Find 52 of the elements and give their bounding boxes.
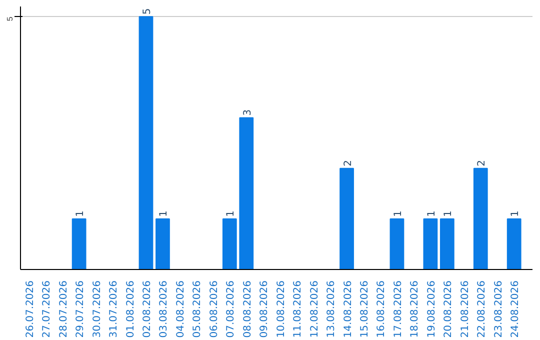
x-tick-label: 23.08.2026 — [493, 280, 504, 338]
data-label: 2 — [476, 160, 488, 166]
x-tick-label: 29.07.2026 — [75, 280, 86, 338]
bar — [340, 168, 354, 270]
x-tick-label: 01.08.2026 — [125, 280, 136, 338]
x-tick-label: 27.07.2026 — [42, 280, 53, 338]
data-label: 1 — [443, 210, 454, 217]
x-tick-label: 02.08.2026 — [142, 280, 153, 338]
x-tick-label: 26.07.2026 — [24, 280, 36, 338]
x-tick-label: 08.08.2026 — [242, 280, 254, 338]
data-label: 2 — [342, 160, 354, 166]
data-label: 1 — [510, 210, 522, 217]
data-label: 1 — [392, 210, 404, 217]
x-tick-label: 14.08.2026 — [342, 280, 354, 338]
x-tick-label: 18.08.2026 — [410, 280, 421, 338]
x-tick-label: 31.07.2026 — [108, 280, 120, 338]
bar — [506, 218, 522, 270]
x-tick-label: 06.08.2026 — [208, 280, 220, 338]
x-tick-label: 28.07.2026 — [58, 280, 70, 338]
data-label: 5 — [142, 8, 153, 15]
x-tick-label: 11.08.2026 — [292, 280, 304, 338]
x-tick-label: 09.08.2026 — [259, 280, 270, 338]
data-label: 1 — [226, 210, 237, 217]
data-label: 3 — [242, 109, 254, 116]
x-tick-label: 17.08.2026 — [392, 280, 404, 338]
x-tick-label: 12.08.2026 — [309, 280, 320, 338]
data-label: 1 — [158, 210, 170, 217]
x-tick-label: 16.08.2026 — [376, 280, 388, 338]
bar — [473, 168, 488, 270]
bar — [222, 218, 237, 270]
bar — [390, 218, 404, 270]
x-tick-label: 15.08.2026 — [360, 280, 371, 338]
x-tick-label: 22.08.2026 — [476, 280, 488, 338]
bar — [156, 218, 170, 270]
x-tick-label: 10.08.2026 — [276, 280, 287, 338]
x-tick-label: 21.08.2026 — [460, 280, 471, 338]
x-tick-label: 30.07.2026 — [92, 280, 103, 338]
data-label: 1 — [75, 210, 86, 217]
bar — [423, 218, 438, 270]
x-tick-label: 20.08.2026 — [443, 280, 454, 338]
x-tick-label: 05.08.2026 — [192, 280, 204, 338]
x-tick-label: 24.08.2026 — [510, 280, 522, 338]
x-tick-label: 07.08.2026 — [226, 280, 237, 338]
x-tick-label: 13.08.2026 — [326, 280, 338, 338]
bar — [239, 117, 254, 270]
x-tick-label: 04.08.2026 — [175, 280, 186, 338]
x-tick-label: 03.08.2026 — [158, 280, 170, 338]
data-label: 1 — [426, 210, 438, 217]
bar — [440, 218, 454, 270]
x-tick-label: 19.08.2026 — [426, 280, 438, 338]
bar — [138, 16, 154, 270]
bar — [72, 218, 86, 270]
